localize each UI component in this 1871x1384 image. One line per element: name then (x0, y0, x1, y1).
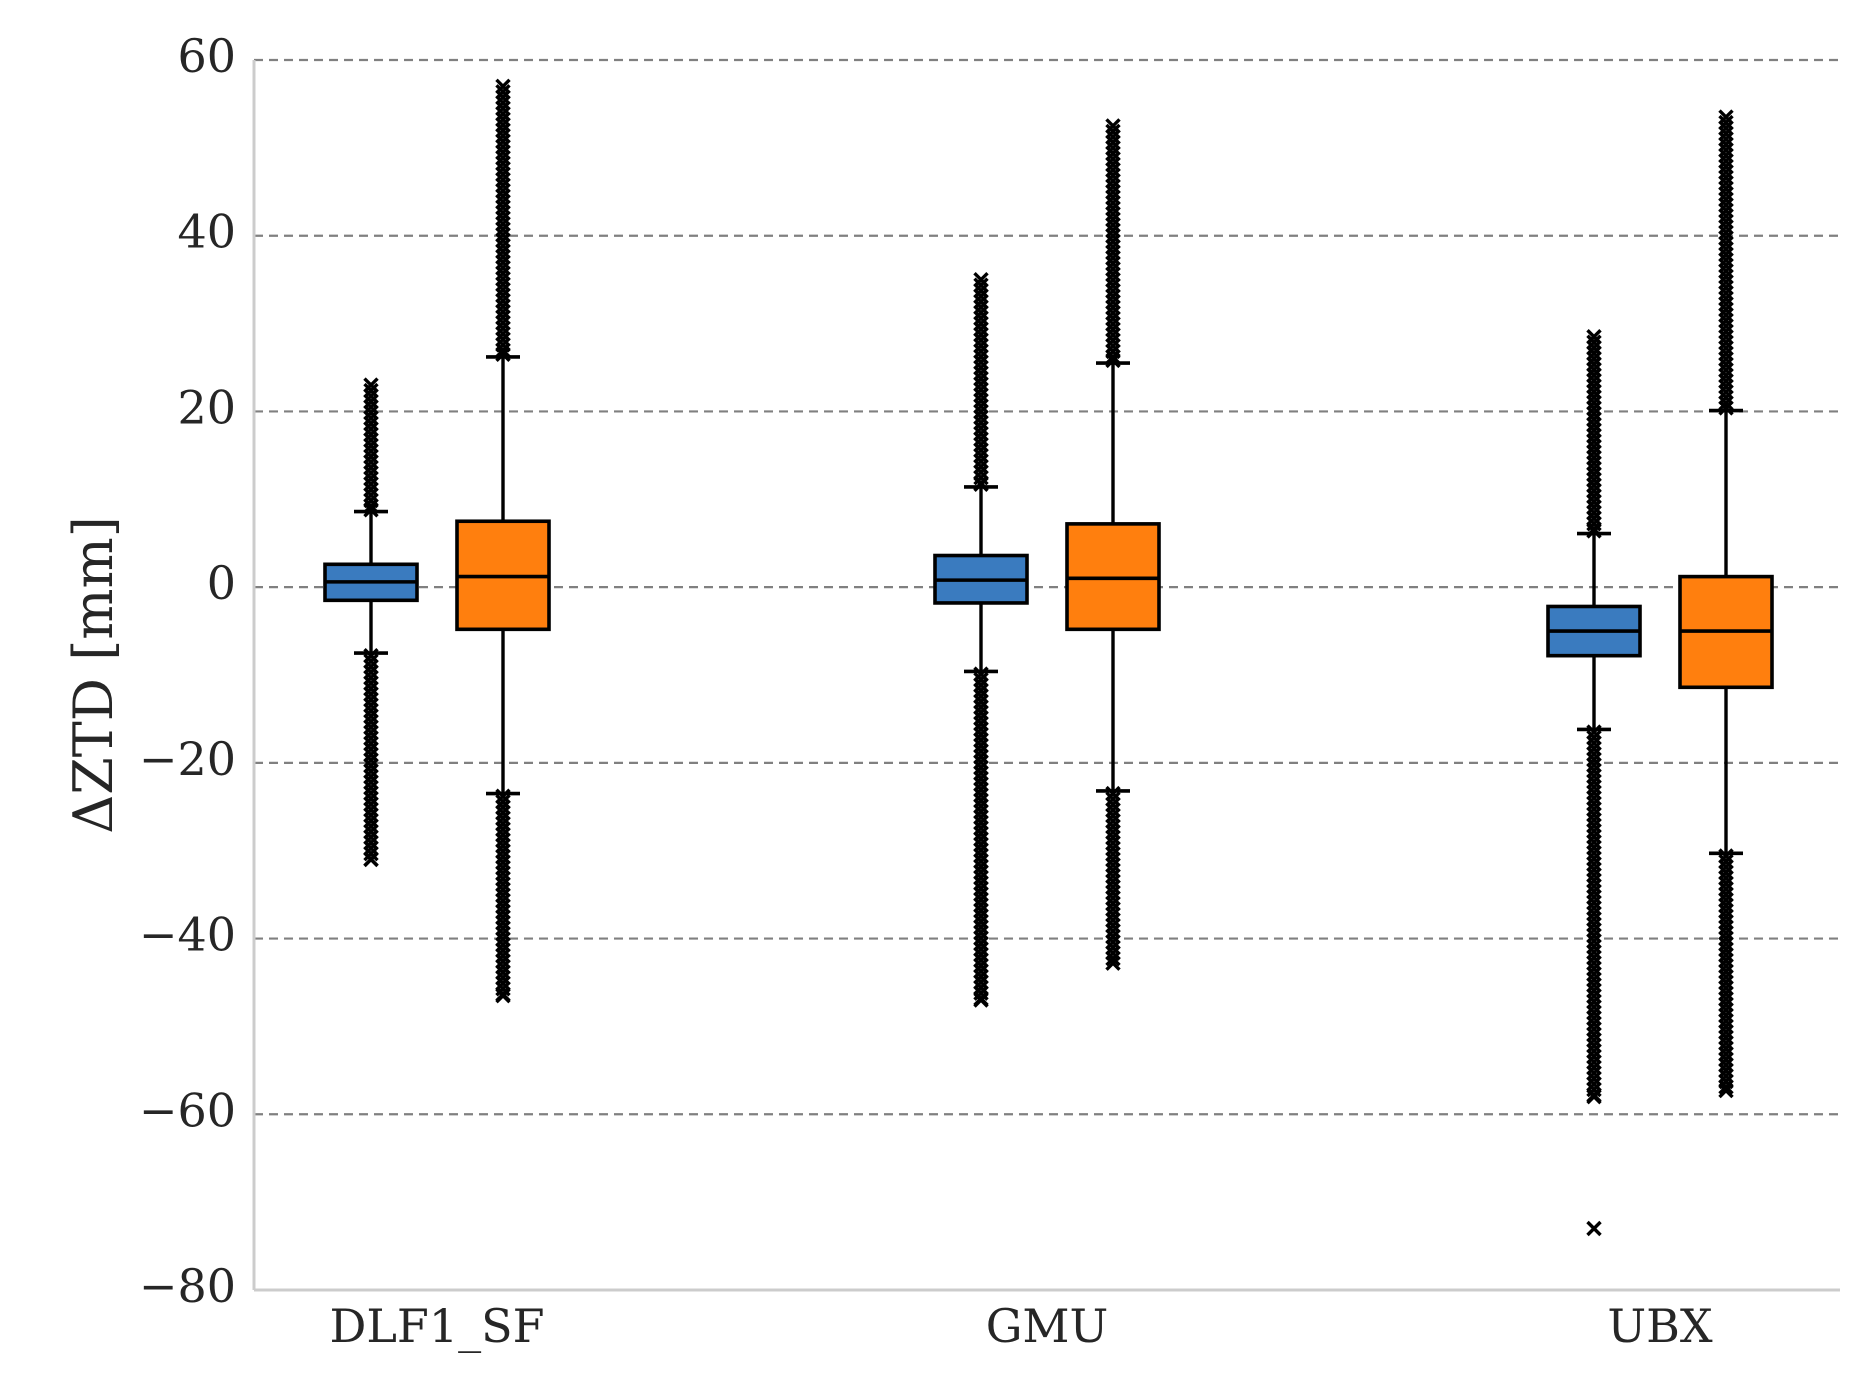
flier-marker (1105, 950, 1121, 967)
x-tick-label: GMU (986, 1299, 1109, 1353)
flier-marker (1105, 955, 1121, 971)
flier-marker (973, 992, 989, 1008)
y-tick-label: 20 (177, 380, 236, 434)
flier-stroke (363, 845, 379, 862)
y-tick-label: −20 (139, 732, 236, 786)
flier-marker (363, 851, 379, 868)
box-groups (323, 78, 1774, 1237)
box-2-ubx (1678, 109, 1774, 1099)
y-tick-label: 40 (177, 205, 236, 259)
flier-marker (1718, 1082, 1734, 1099)
flier-marker (1105, 349, 1121, 365)
x-tick-label: DLF1_SF (329, 1299, 544, 1353)
x-tick-labels: DLF1_SF GMU UBX (329, 1299, 1712, 1353)
flier-stroke (1718, 1079, 1734, 1095)
flier-marker (1718, 1079, 1734, 1095)
box-1-ubx (1546, 329, 1642, 1237)
y-tick-labels: −80 −60 −40 −20 0 20 40 60 (139, 29, 236, 1313)
box-1-gmu (933, 271, 1029, 1008)
flier-marker (495, 342, 511, 359)
flier-marker (363, 845, 379, 862)
flier-stroke (495, 987, 511, 1004)
x-tick-label: UBX (1607, 1299, 1713, 1353)
flier-stroke (495, 342, 511, 359)
flier-marker (1586, 1089, 1602, 1105)
box-2-dlf1_sf (455, 78, 551, 1004)
flier-stroke (1105, 950, 1121, 967)
y-tick-label: −80 (139, 1259, 236, 1313)
flier-stroke (1105, 349, 1121, 365)
y-tick-label: −40 (139, 908, 236, 962)
box-1-dlf1_sf (323, 377, 419, 868)
flier-stroke (1718, 395, 1734, 411)
axes (252, 60, 1840, 1292)
flier-stroke (1586, 1089, 1602, 1105)
flier-marker (1586, 1220, 1602, 1237)
flier-stroke (1105, 955, 1121, 971)
flier-stroke (363, 851, 379, 868)
grid-lines (254, 58, 1840, 1116)
y-tick-label: −60 (139, 1083, 236, 1137)
y-tick-label: 0 (207, 556, 236, 610)
y-tick-label: 60 (177, 29, 236, 83)
flier-stroke (973, 992, 989, 1008)
flier-marker (1718, 395, 1734, 411)
y-axis-label: ΔZTD [mm] (62, 516, 125, 834)
flier-stroke (1718, 1082, 1734, 1099)
flier-stroke (1586, 1220, 1602, 1237)
box-2-gmu (1065, 118, 1161, 971)
flier-marker (495, 987, 511, 1004)
